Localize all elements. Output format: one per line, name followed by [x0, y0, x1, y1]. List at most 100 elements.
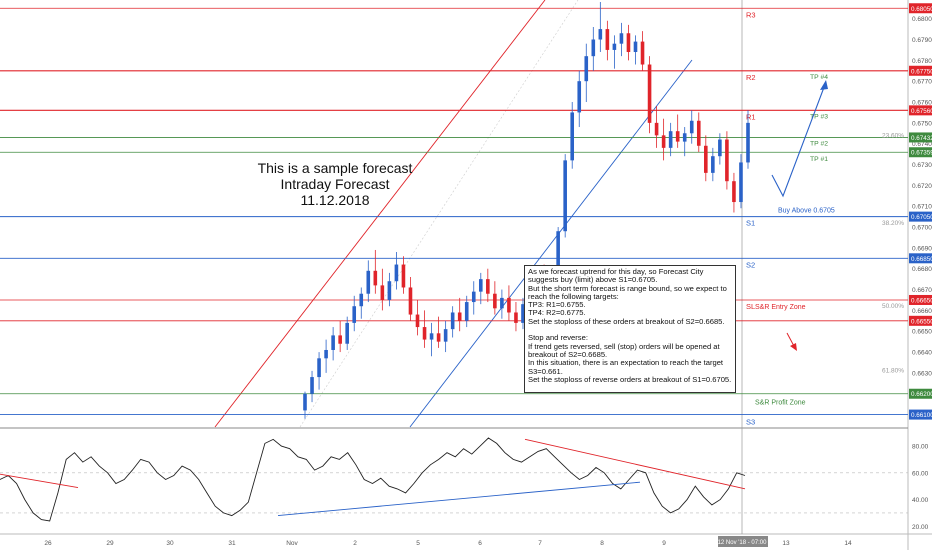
- level-price-label: 0.66550: [911, 318, 932, 325]
- candle-body: [324, 349, 328, 359]
- candle-body: [718, 139, 722, 157]
- candle-body: [359, 293, 364, 307]
- r1-label: R1: [746, 112, 756, 121]
- sr-entry-zone-label: S&R Entry Zone: [755, 304, 806, 311]
- level-price-label: 0.67359: [911, 150, 932, 157]
- candle-body: [640, 41, 645, 65]
- osc-resistance-trendline: [0, 473, 79, 488]
- time-tick-label: 2: [353, 540, 357, 547]
- channel-lower-line: [409, 59, 693, 428]
- candle-body: [387, 281, 392, 300]
- time-tick-label: 30: [166, 540, 174, 547]
- forecast-note-box: As we forecast uptrend for this day, so …: [524, 265, 736, 393]
- level-price-label: 0.67750: [911, 68, 932, 75]
- osc-support-trendline: [277, 481, 641, 517]
- candle-body: [486, 279, 490, 294]
- s2-label: S2: [746, 260, 755, 269]
- candle-body: [394, 264, 399, 282]
- candle-body: [478, 279, 483, 292]
- candle-body: [352, 306, 357, 323]
- fib-level-label: 23.60%: [882, 132, 904, 139]
- level-price-tag: [909, 3, 932, 14]
- candle-body: [429, 333, 434, 340]
- level-price-label: 0.66850: [911, 256, 932, 263]
- tp1-label: TP #1: [810, 156, 828, 163]
- fib-level-label: 50.00%: [882, 303, 904, 310]
- candle-body: [739, 162, 743, 203]
- candle-body: [619, 33, 624, 44]
- forecast-title: This is a sample forecast Intraday Forec…: [230, 160, 440, 208]
- candle-body: [689, 120, 694, 134]
- osc-tick-label: 80.00: [912, 444, 929, 451]
- level-price-label: 0.66100: [911, 412, 932, 419]
- title-line-3: 11.12.2018: [300, 192, 370, 208]
- s3-label: S3: [746, 418, 755, 427]
- candle-body: [443, 329, 448, 342]
- tp2-label: TP #2: [810, 140, 828, 147]
- level-price-tag: [909, 294, 932, 305]
- candle-body: [373, 270, 378, 286]
- candle-body: [345, 322, 349, 344]
- candle-body: [457, 312, 462, 321]
- level-price-tag: [909, 147, 932, 158]
- osc-tick-label: 20.00: [912, 524, 929, 531]
- candle-body: [612, 43, 617, 50]
- candle-body: [577, 81, 582, 113]
- candle-body: [500, 297, 504, 309]
- level-price-label: 0.66200: [911, 391, 932, 398]
- time-tick-label: 9: [662, 540, 666, 547]
- candle-body: [682, 133, 687, 142]
- level-price-tag: [909, 253, 932, 264]
- candle-body: [711, 156, 715, 173]
- candle-body: [493, 293, 497, 309]
- candle-body: [732, 181, 736, 203]
- sl-label: SL: [746, 302, 755, 311]
- candle-body: [563, 160, 567, 232]
- candle-body: [570, 112, 575, 161]
- channel-upper-line: [214, 0, 546, 428]
- time-tick-label: 6: [478, 540, 482, 547]
- candle-body: [746, 122, 750, 163]
- candle-body: [675, 131, 680, 142]
- candle-body: [436, 333, 441, 342]
- osc-tick-label: 60.00: [912, 470, 929, 477]
- level-price-tag: [909, 315, 932, 326]
- candle-body: [647, 64, 652, 123]
- title-line-1: This is a sample forecast: [257, 160, 413, 176]
- level-price-tag: [909, 65, 932, 76]
- candle-body: [704, 145, 708, 173]
- candle-body: [668, 131, 673, 148]
- level-price-label: 0.67432: [911, 135, 932, 142]
- osc-tick-label: 40.00: [912, 497, 929, 504]
- time-tick-label: 7: [538, 540, 542, 547]
- candle-body: [556, 231, 560, 294]
- r2-label: R2: [746, 73, 756, 82]
- candle-body: [331, 335, 335, 350]
- level-price-tag: [909, 132, 932, 143]
- candle-body: [654, 122, 659, 136]
- fib-level-label: 38.20%: [882, 220, 904, 227]
- candle-body: [422, 327, 427, 340]
- price-tick-label: 0.66300: [912, 370, 932, 377]
- forecast-up-arrowhead: [820, 80, 828, 90]
- candle-body: [380, 285, 385, 300]
- tp3-label: TP #3: [810, 113, 828, 120]
- candle-body: [725, 139, 729, 182]
- forecast-down-arrowhead: [790, 343, 797, 351]
- candle-body: [507, 297, 511, 313]
- level-price-label: 0.66650: [911, 297, 932, 304]
- time-cursor-label: 12 Nov '18 - 07:00: [718, 540, 768, 546]
- candle-body: [514, 312, 518, 323]
- candle-body: [521, 304, 525, 323]
- candle-body: [317, 358, 321, 378]
